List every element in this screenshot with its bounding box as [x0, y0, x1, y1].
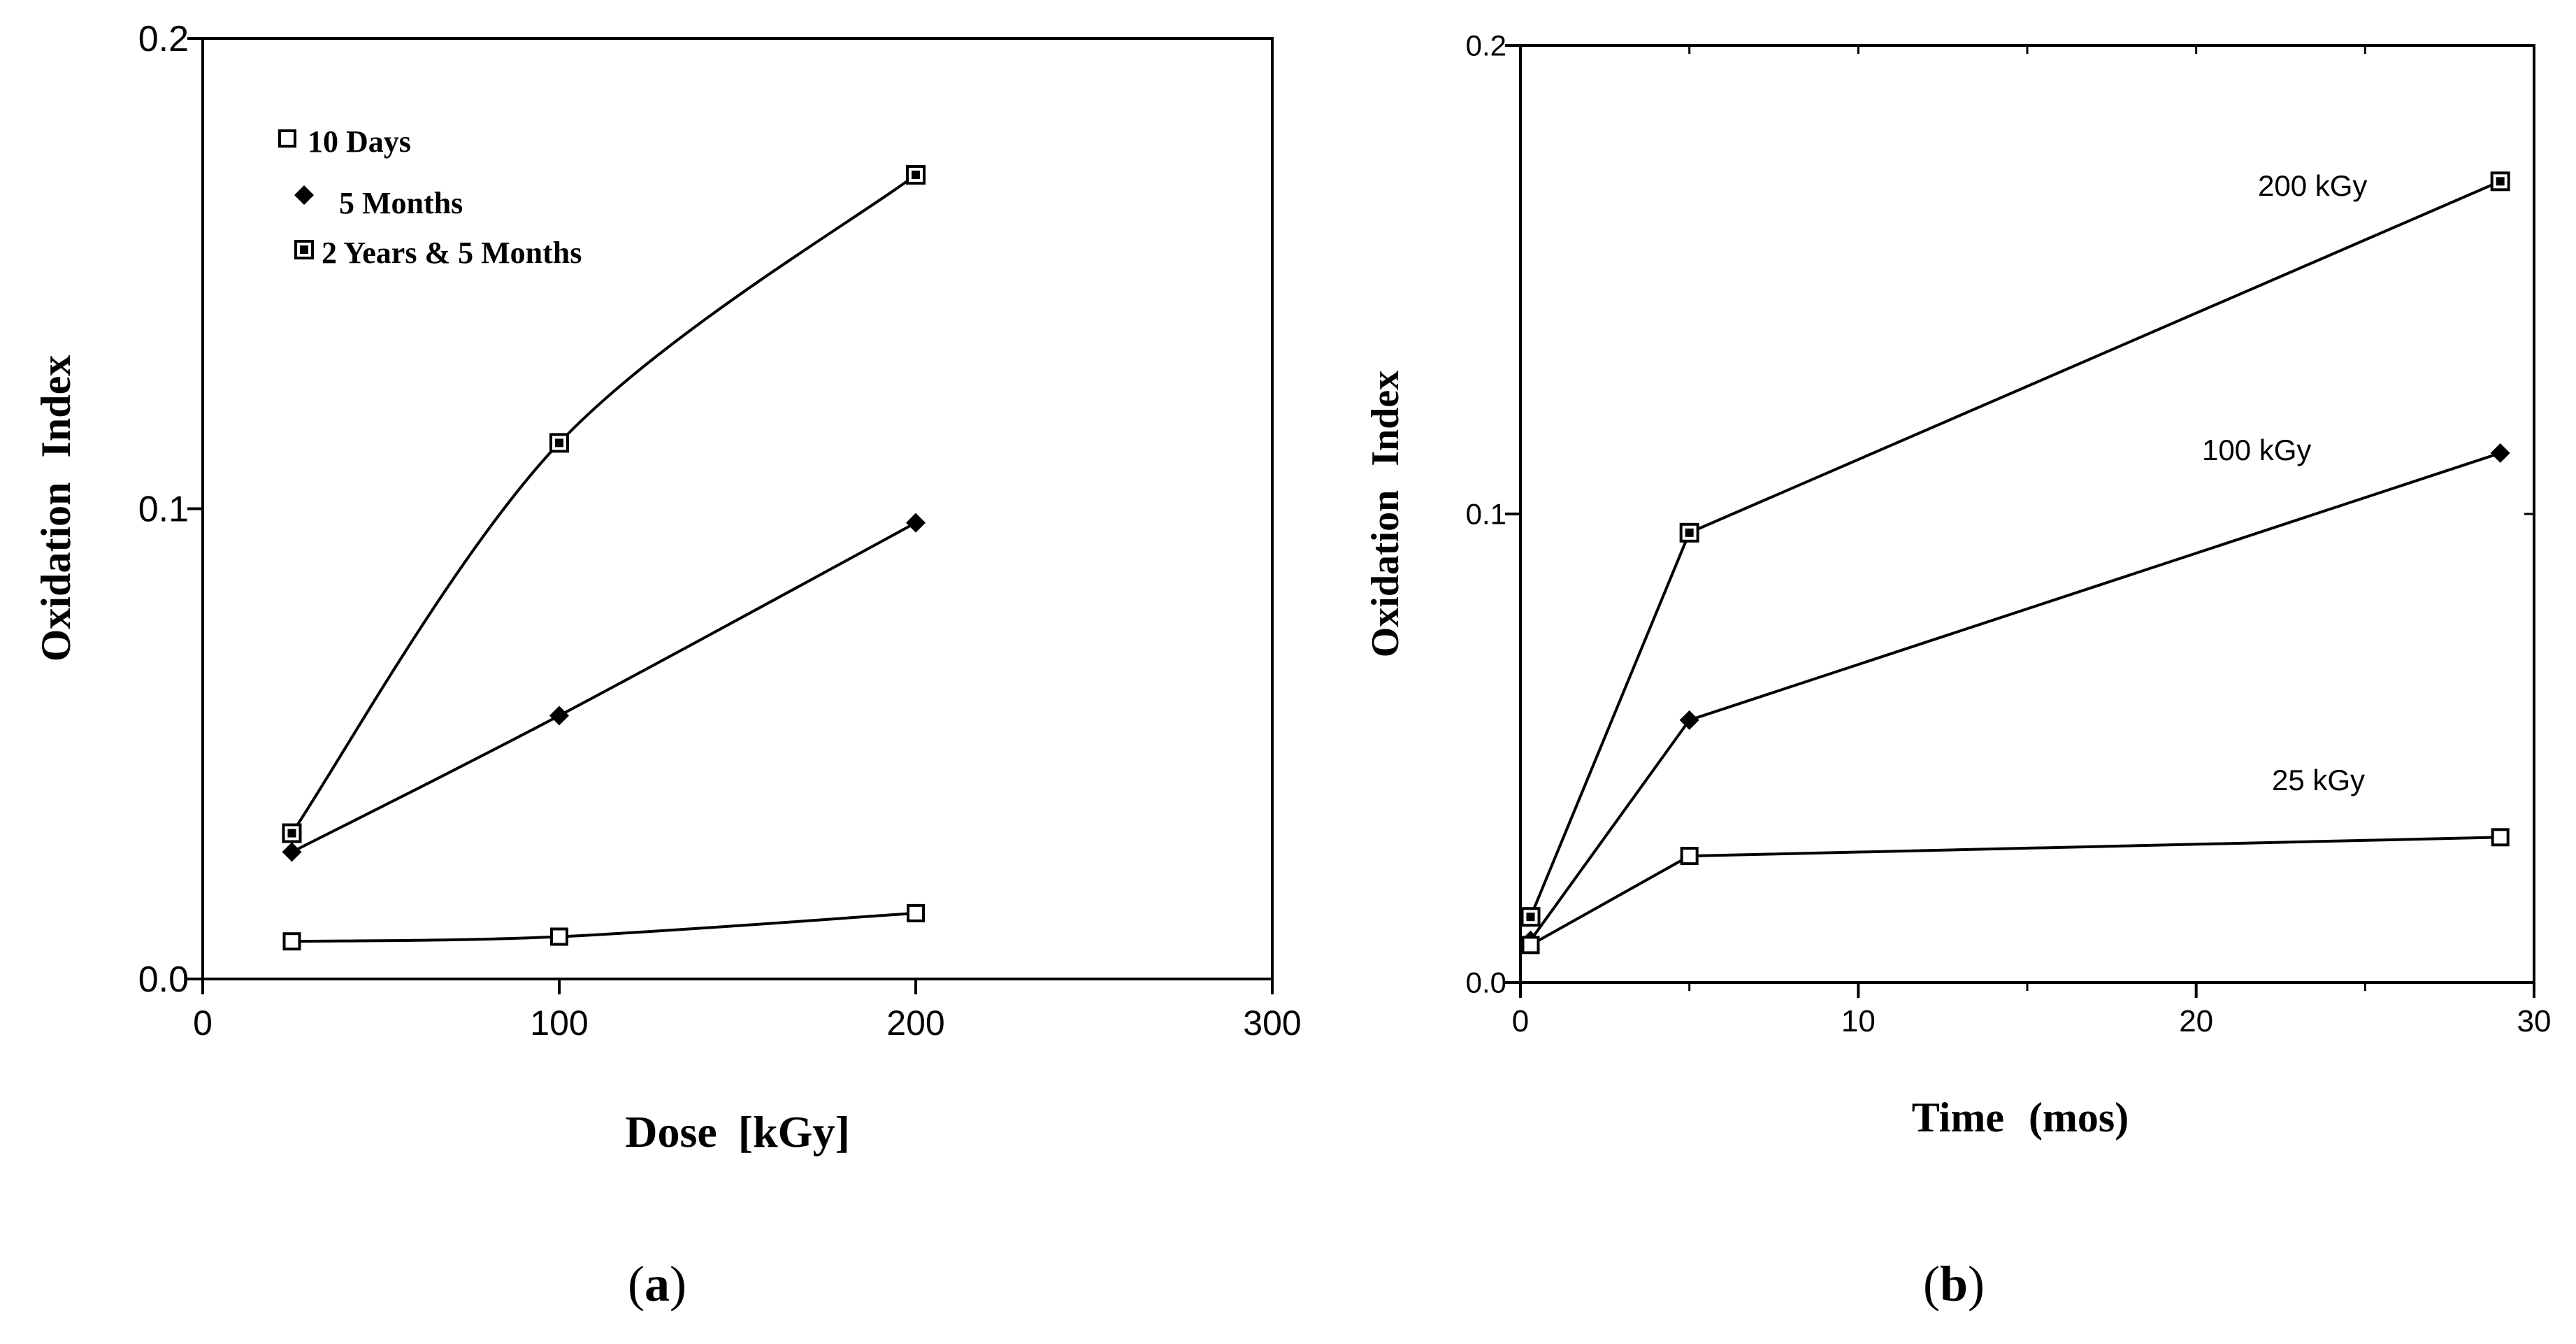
series-lines-a	[290, 173, 917, 943]
data-point-b-100-kgy-2	[2490, 443, 2510, 463]
y-tick-label-a-0-1: 0.1	[138, 489, 189, 530]
legend-label-2-years-5-months: 2 Years & 5 Months	[322, 236, 582, 270]
data-point-a-2-years-5-months-2-core	[912, 171, 920, 180]
series-label-100-kgy: 100 kGy	[2202, 434, 2311, 466]
x-axis-label-a: Dose [kGy]	[625, 1107, 850, 1157]
y-tick-label-b-0-1: 0.1	[1466, 498, 1506, 531]
y-tick-label-a-0-2: 0.2	[138, 19, 189, 59]
x-tick-label-a-300: 300	[1243, 1003, 1301, 1043]
chart-panel-a: 0 100 200 300 0.0 0.1 0.2 10 Days 5 Months 2 Y…	[33, 19, 1302, 1312]
panel-label-a: (a)	[628, 1256, 686, 1312]
legend-item-2-years-5-months: 2 Years & 5 Months	[294, 236, 582, 270]
x-tick-label-b-30: 30	[2517, 1004, 2552, 1038]
data-point-a-10-days-1	[550, 927, 568, 946]
data-point-b-200-kgy-1-core	[1685, 528, 1694, 537]
series-line-b-200-kgy	[1529, 180, 2501, 917]
data-point-b-25-kgy-2	[2491, 828, 2510, 847]
tick-labels-a: 0 100 200 300 0.0 0.1 0.2	[138, 19, 1302, 1043]
tick-labels-b: 0 10 20 30 0.0 0.1 0.2	[1466, 29, 2552, 1038]
data-point-b-25-kgy-1	[1680, 847, 1699, 866]
legend-a: 10 Days 5 Months 2 Years & 5 Months	[278, 124, 582, 270]
data-point-b-200-kgy-0-core	[1526, 913, 1535, 922]
data-point-a-2-years-5-months-1	[549, 433, 569, 453]
series-line-a-2-years-5-months	[290, 173, 917, 834]
chart-panel-b: 0 10 20 300.00.10.2 200 kGy 100 kGy 25 kGy …	[1364, 29, 2551, 1312]
series-line-b-25-kgy	[1530, 836, 2501, 947]
data-point-b-200-kgy-1	[1679, 522, 1699, 543]
panel-label-b: (b)	[1923, 1256, 1985, 1312]
data-point-a-2-years-5-months-2-frame	[906, 165, 926, 185]
x-axis-label-b: Time (mos)	[1912, 1094, 2129, 1141]
data-point-b-200-kgy-2-core	[2496, 177, 2505, 186]
data-point-a-5-months-2	[906, 513, 926, 533]
x-tick-label-b-0: 0	[1512, 1004, 1529, 1038]
series-line-b-100-kgy	[1529, 452, 2501, 941]
series-lines-b	[1529, 180, 2501, 947]
series-line-a-10-days	[292, 911, 916, 943]
data-point-a-2-years-5-months-2	[906, 165, 926, 185]
data-point-b-200-kgy-1-frame	[1679, 522, 1699, 543]
y-tick-label-a-0-0: 0.0	[138, 959, 189, 1000]
panel-letter-a: a	[645, 1256, 670, 1312]
data-point-a-10-days-2	[907, 903, 925, 922]
tick-marks-b	[1505, 44, 2535, 998]
y-axis-label-a: Oxidation Index	[33, 355, 79, 662]
y-tick-label-b-0-0: 0.0	[1466, 966, 1506, 999]
x-tick-label-b-20: 20	[2179, 1004, 2213, 1038]
x-tick-label-b-10: 10	[1841, 1004, 1876, 1038]
data-point-a-5-months-0	[282, 842, 302, 862]
data-point-b-100-kgy-1	[1679, 710, 1699, 730]
panel-letter-b: b	[1940, 1256, 1968, 1312]
data-point-a-2-years-5-months-1-core	[555, 438, 563, 448]
data-point-b-25-kgy-0	[1521, 936, 1540, 955]
legend-item-10-days: 10 Days	[278, 124, 411, 159]
tick-marks-a	[187, 37, 1274, 994]
data-point-b-200-kgy-0	[1520, 907, 1541, 927]
legend-label-10-days: 10 Days	[308, 124, 411, 159]
series-label-25-kgy: 25 kGy	[2272, 764, 2365, 796]
plot-frame-b	[1519, 44, 2535, 984]
data-point-a-5-months-1	[549, 706, 569, 726]
series-markers-a	[282, 165, 926, 951]
legend-marker-filled-square-inner	[300, 245, 308, 254]
y-tick-label-b-0-2: 0.2	[1466, 29, 1506, 62]
plot-frame-a	[201, 37, 1274, 980]
series-line-a-5-months	[291, 521, 916, 854]
legend-item-5-months: 5 Months	[294, 185, 463, 220]
y-axis-label-b: Oxidation Index	[1364, 371, 1407, 658]
series-label-200-kgy: 200 kGy	[2258, 169, 2367, 202]
data-point-a-2-years-5-months-0-core	[287, 829, 296, 838]
data-point-a-2-years-5-months-0	[282, 823, 302, 843]
x-tick-label-a-100: 100	[530, 1003, 588, 1043]
data-point-a-10-days-0	[282, 932, 301, 951]
x-tick-label-a-0: 0	[193, 1003, 213, 1043]
legend-label-5-months: 5 Months	[339, 186, 463, 220]
x-tick-label-a-200: 200	[886, 1003, 944, 1043]
series-markers-b	[1520, 171, 2510, 955]
legend-marker-open-square	[278, 129, 296, 148]
legend-marker-diamond	[294, 185, 314, 205]
data-point-b-200-kgy-2	[2490, 171, 2510, 192]
